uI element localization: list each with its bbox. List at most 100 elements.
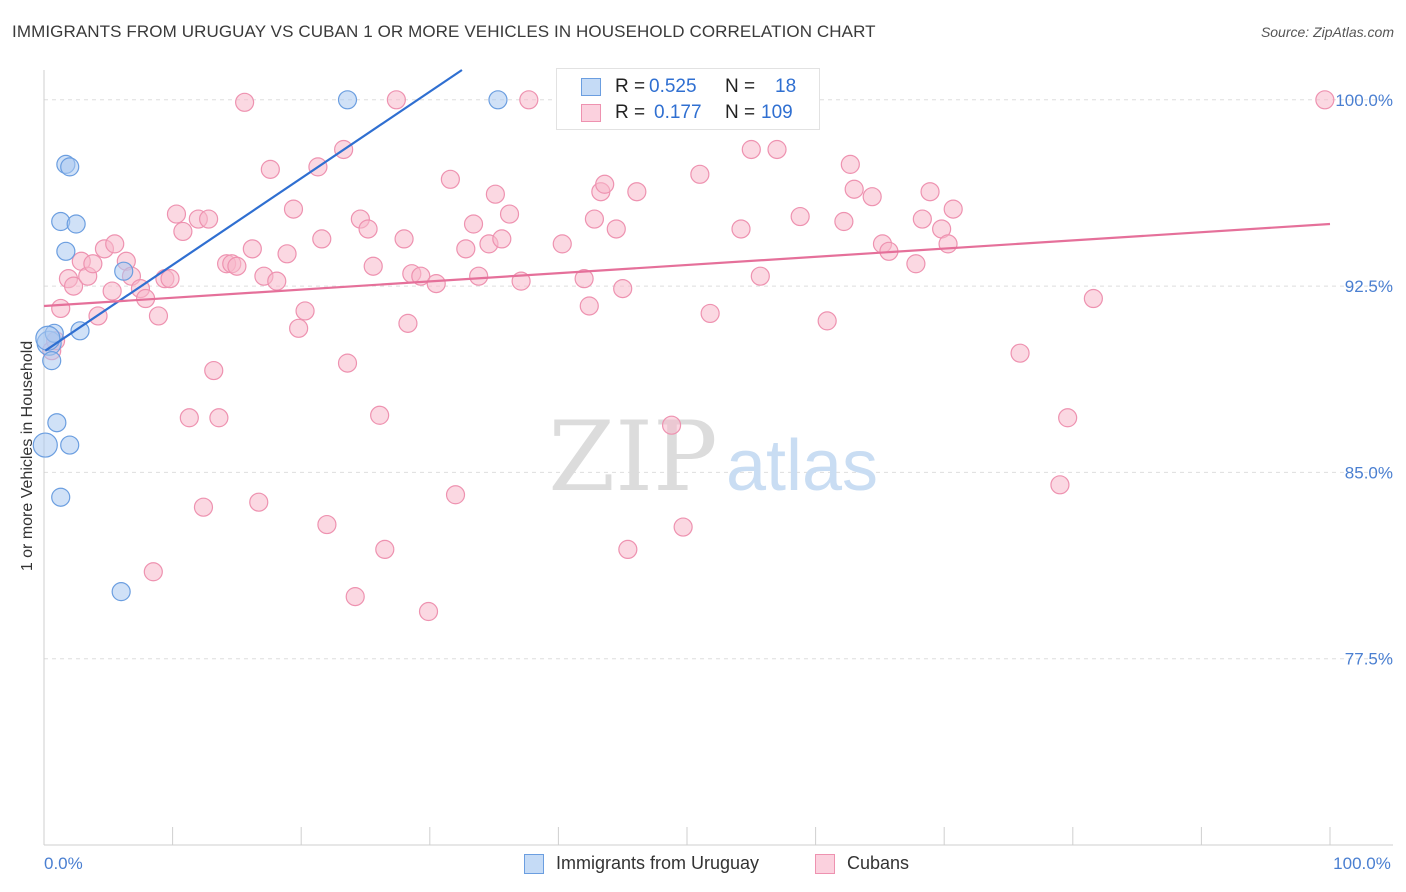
cubans-point [105, 234, 125, 254]
cubans-point [193, 497, 214, 517]
cubans-point [834, 211, 854, 232]
cubans-trend-line [43, 222, 1331, 308]
y-tick-label: 77.5% [1345, 650, 1393, 669]
cubans-point [767, 139, 787, 160]
cubans-point [260, 159, 280, 179]
cubans-point [595, 174, 615, 194]
stats-legend: R = 0.525 N = 18 R = 0.177 N = 109 [556, 68, 820, 130]
cubans-point [199, 209, 219, 229]
cubans-point [209, 408, 229, 428]
uruguay-point [60, 435, 80, 455]
cubans-point [235, 92, 255, 112]
uruguay-point [114, 261, 134, 281]
cubans-point [394, 229, 414, 249]
cubans-point [148, 306, 169, 326]
y-tick-label: 92.5% [1345, 277, 1393, 296]
cubans-point [519, 90, 539, 110]
uruguay-point [337, 90, 358, 110]
cubans-point [1050, 475, 1070, 495]
legend-row-cubans: R = 0.177 N = 109 [557, 100, 819, 126]
legend-row-uruguay: R = 0.525 N = 18 [557, 74, 819, 100]
cubans-point [143, 562, 163, 582]
cubans-point [492, 229, 512, 249]
cubans-point [1083, 288, 1103, 309]
legend-label-uruguay: Immigrants from Uruguay [556, 853, 760, 873]
legend-n-label: N = [725, 76, 756, 97]
cubans-point [485, 184, 505, 204]
uruguay-point [51, 487, 71, 507]
cubans-point [906, 254, 926, 274]
chart-title: IMMIGRANTS FROM URUGUAY VS CUBAN 1 OR MO… [12, 22, 876, 41]
cubans-point [1058, 408, 1078, 428]
cubans-point [83, 254, 103, 274]
cubans-point [661, 415, 682, 435]
cubans-point [173, 221, 193, 242]
cubans-point [731, 219, 751, 239]
cubans-point [363, 256, 383, 276]
cubans-point [440, 169, 460, 189]
data-points [32, 90, 1335, 622]
cubans-point [790, 206, 810, 227]
cubans-point [375, 539, 395, 560]
cubans-point [741, 139, 761, 160]
cubans-point [938, 234, 958, 254]
cubans-point [337, 353, 358, 373]
legend-r-label: R = [615, 76, 646, 97]
uruguay-point [32, 432, 58, 458]
cubans-point [1010, 343, 1030, 363]
cubans-point [606, 219, 626, 239]
cubans-point [1315, 90, 1335, 110]
source-label: Source: ZipAtlas.com [1260, 24, 1394, 40]
legend-label-cubans: Cubans [847, 853, 910, 873]
cubans-point [312, 229, 332, 249]
uruguay-point [60, 157, 80, 177]
cubans-point [204, 360, 224, 381]
cubans-point [584, 209, 605, 229]
x-tick-label: 0.0% [44, 854, 83, 873]
cubans-point [463, 214, 484, 234]
cubans-point [840, 154, 860, 174]
legend-r-label: R = [615, 102, 646, 123]
cubans-point [469, 266, 489, 286]
legend-swatch-cubans [581, 104, 601, 122]
cubans-point [370, 405, 390, 425]
cubans-point [102, 281, 122, 301]
x-tick-label: 100.0% [1333, 854, 1391, 873]
grid-lines [44, 99, 1393, 660]
cubans-point [552, 234, 572, 254]
watermark-atlas: atlas [726, 426, 878, 506]
tick-labels: 100.0% 92.5% 85.0% 77.5% 0.0% 100.0% [44, 91, 1393, 873]
cubans-point [817, 311, 837, 331]
cubans-point [386, 90, 406, 110]
cubans-point [862, 187, 882, 207]
uruguay-point [47, 413, 67, 433]
uruguay-point [35, 325, 61, 351]
trend-lines [43, 69, 1331, 352]
watermark: ZIP atlas [548, 401, 878, 513]
legend-swatch-uruguay [524, 854, 544, 874]
cubans-point [63, 276, 84, 296]
series-uruguay-points [32, 90, 508, 602]
cubans-point [445, 485, 466, 505]
series-cubans-points [42, 90, 1335, 622]
cubans-point [673, 517, 693, 537]
uruguay-point [42, 351, 62, 371]
uruguay-point [488, 90, 508, 110]
cubans-point [317, 514, 337, 535]
cubans-point [627, 182, 647, 202]
watermark-zip: ZIP [548, 401, 717, 513]
cubans-point [227, 256, 247, 276]
legend-n-label: N = [725, 102, 756, 123]
legend-n-value-uruguay: 18 [775, 76, 797, 97]
legend-swatch-cubans [815, 854, 835, 874]
cubans-point [249, 492, 269, 512]
cubans-point [579, 296, 599, 316]
cubans-point [920, 182, 940, 202]
legend-r-value-uruguay: 0.525 [649, 76, 697, 97]
cubans-point [179, 408, 199, 428]
cubans-point [912, 209, 932, 229]
cubans-point [750, 266, 770, 286]
cubans-point [283, 199, 304, 219]
uruguay-point [70, 321, 90, 341]
